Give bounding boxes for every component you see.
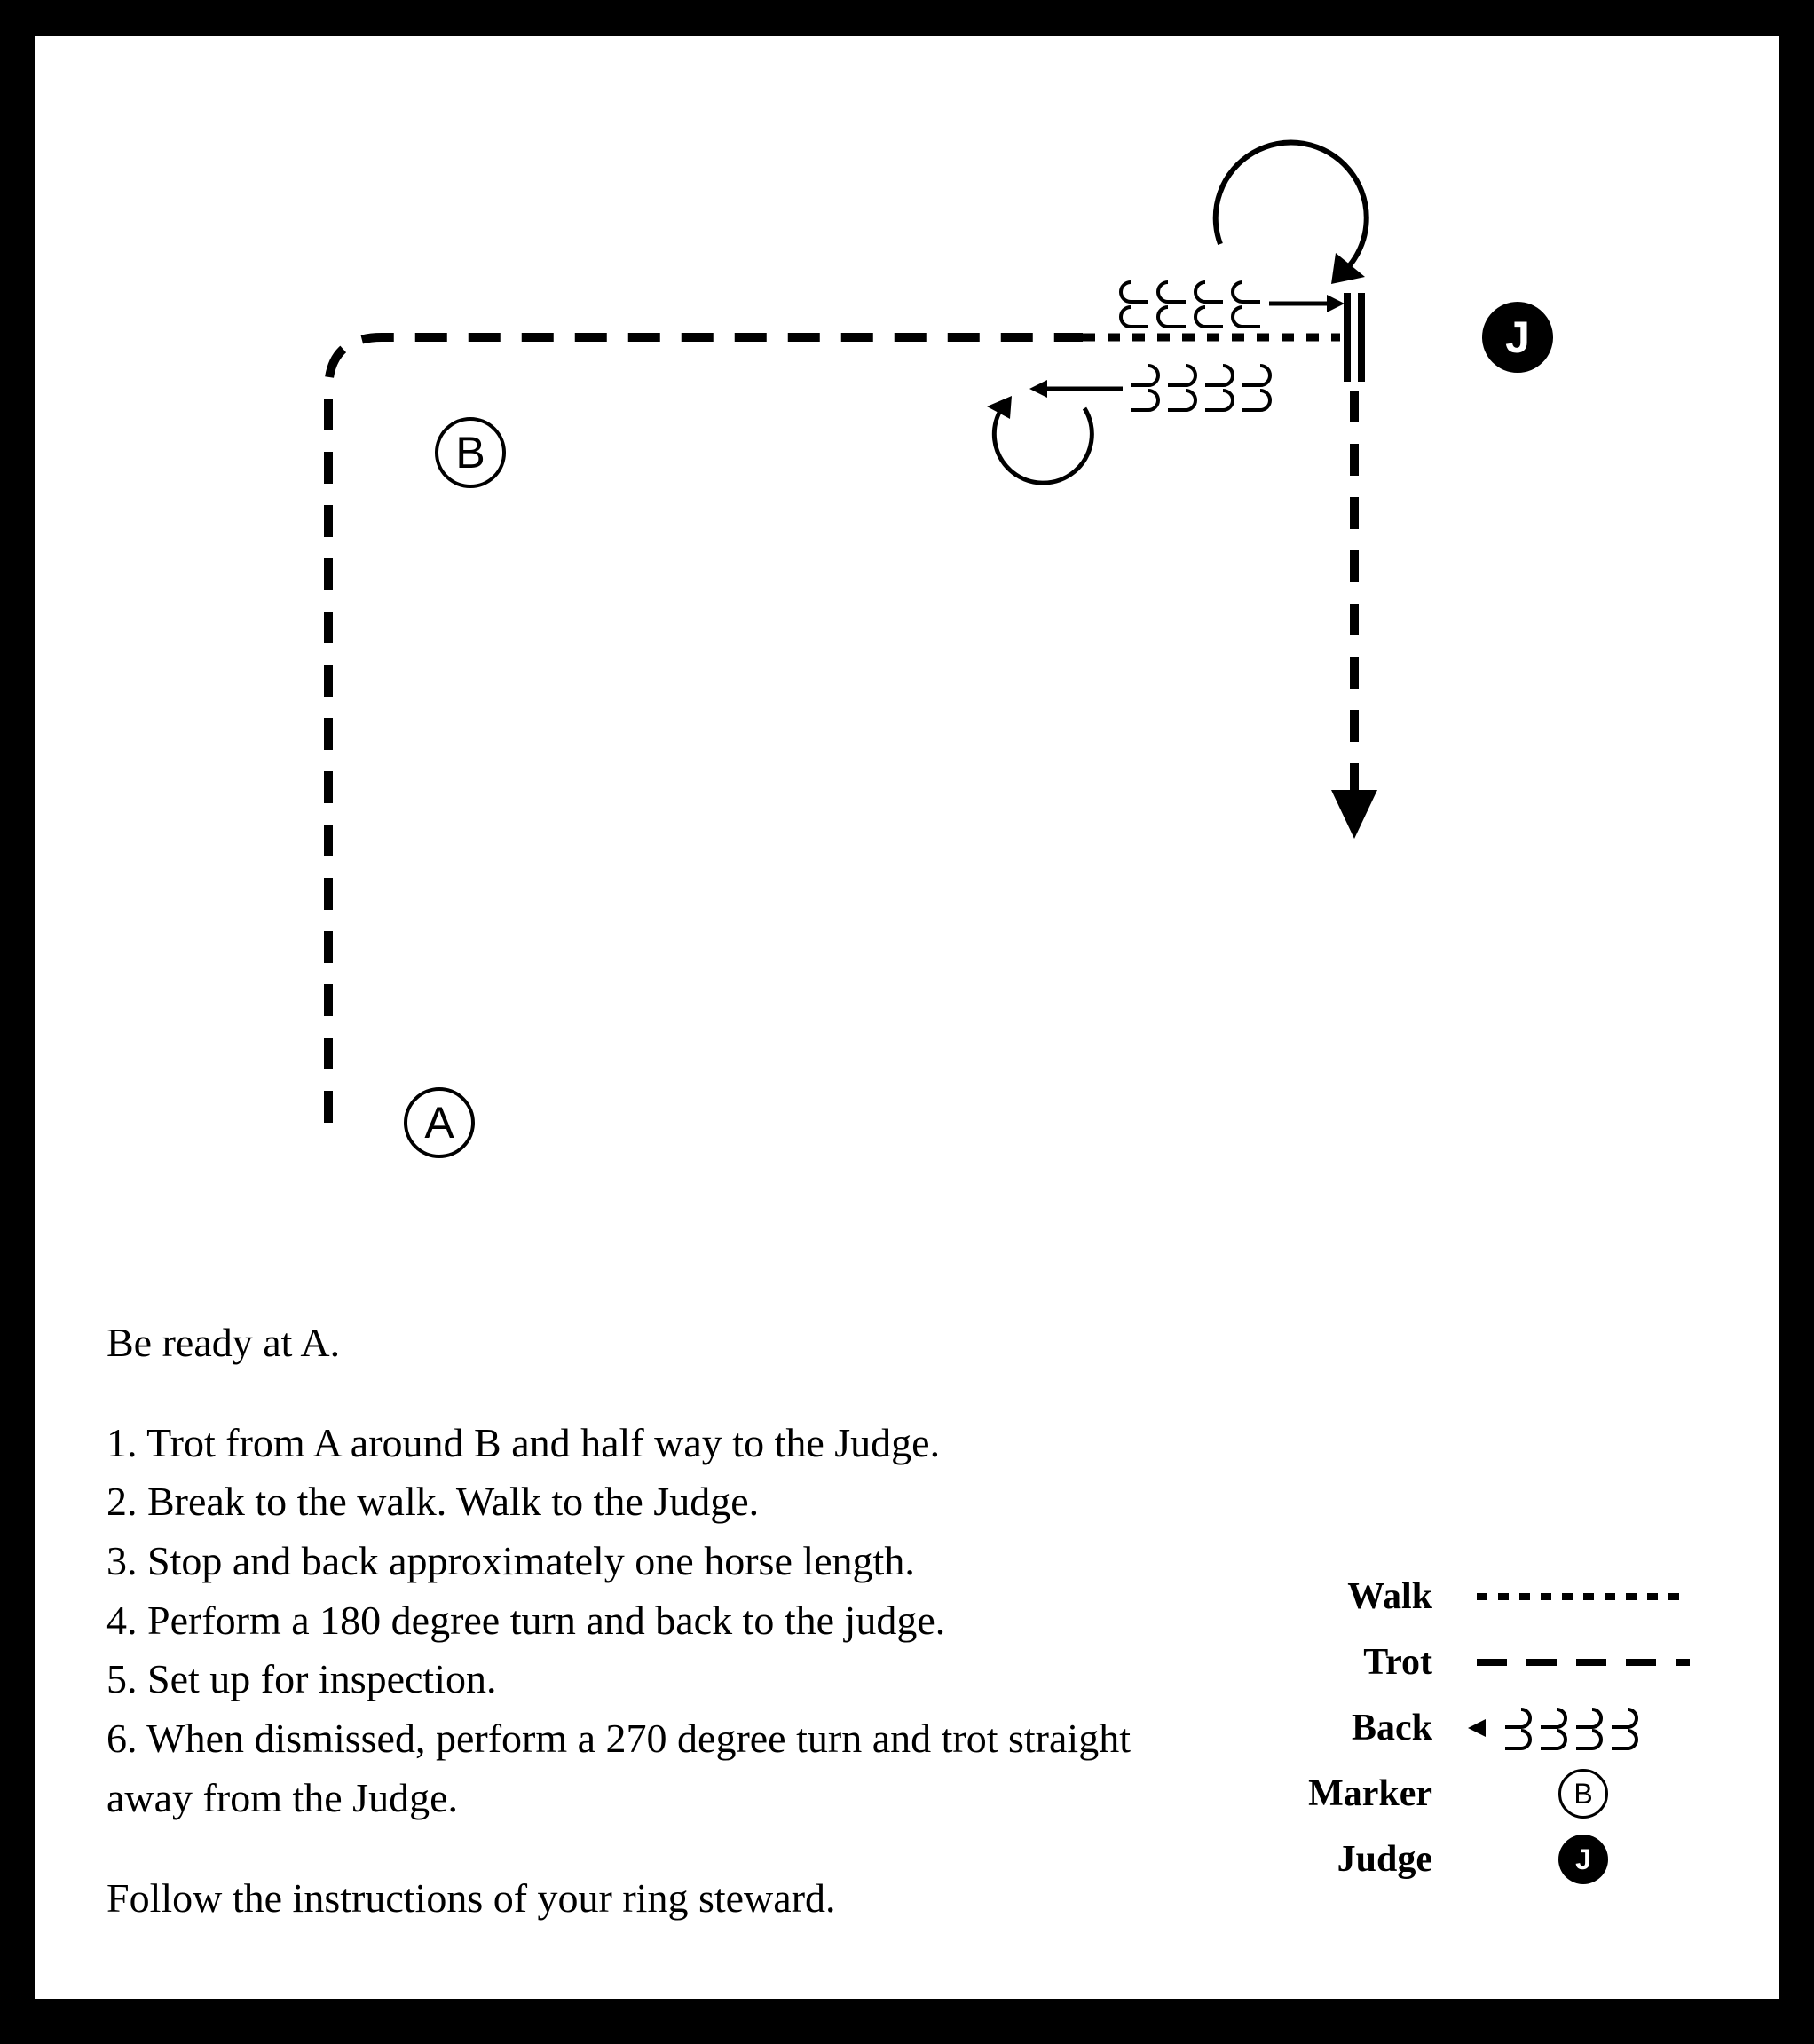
step-3: 3. Stop and back approximately one horse… <box>106 1532 1225 1591</box>
marker-b-label: B <box>455 427 485 478</box>
judge-label: J <box>1505 312 1530 363</box>
legend-marker: Marker B <box>1202 1761 1699 1827</box>
legend-marker-symbol: B <box>1468 1767 1699 1820</box>
step-4: 4. Perform a 180 degree turn and back to… <box>106 1591 1225 1651</box>
hoofprints-lower <box>1131 366 1270 410</box>
legend-marker-label: Marker <box>1290 1767 1468 1821</box>
legend-trot-symbol <box>1468 1636 1699 1689</box>
legend-marker-letter: B <box>1573 1773 1592 1814</box>
hoofprints-upper <box>1121 282 1260 327</box>
legend-walk-symbol <box>1468 1570 1699 1623</box>
hoofprints-upper-arrowhead <box>1327 295 1345 312</box>
marker-a: A <box>404 1087 475 1158</box>
exit-trot-arrowhead <box>1331 790 1377 839</box>
page: A B J Be ready at A. 1. Trot from A arou… <box>35 36 1779 1999</box>
step-5: 5. Set up for inspection. <box>106 1650 1225 1709</box>
step-6: 6. When dismissed, perform a 270 degree … <box>106 1709 1225 1827</box>
intro-text: Be ready at A. <box>106 1314 1225 1373</box>
step-2: 2. Break to the walk. Walk to the Judge. <box>106 1472 1225 1532</box>
legend: Walk Trot Back <box>1202 1564 1699 1892</box>
legend-back-symbol <box>1468 1701 1699 1755</box>
marker-a-label: A <box>424 1097 454 1148</box>
turn-270-arrowhead <box>1331 253 1365 284</box>
pattern-diagram: A B J <box>35 36 1779 1278</box>
hoofprints-lower-arrowhead <box>1029 380 1047 398</box>
turn-270 <box>1216 143 1367 266</box>
legend-walk: Walk <box>1202 1564 1699 1630</box>
legend-back: Back <box>1202 1695 1699 1761</box>
legend-walk-label: Walk <box>1290 1570 1468 1624</box>
legend-judge-label: Judge <box>1290 1833 1468 1887</box>
legend-judge-symbol: J <box>1468 1833 1699 1886</box>
diagram-svg <box>35 36 1779 1278</box>
legend-judge-letter: J <box>1575 1839 1591 1880</box>
legend-trot-label: Trot <box>1290 1636 1468 1690</box>
legend-judge: Judge J <box>1202 1827 1699 1892</box>
legend-trot: Trot <box>1202 1630 1699 1695</box>
marker-b: B <box>435 417 506 488</box>
legend-back-label: Back <box>1290 1701 1468 1756</box>
judge-marker: J <box>1482 302 1553 373</box>
instructions-block: Be ready at A. 1. Trot from A around B a… <box>35 1278 1779 1999</box>
outro-text: Follow the instructions of your ring ste… <box>106 1869 1225 1929</box>
step-1: 1. Trot from A around B and half way to … <box>106 1414 1225 1473</box>
